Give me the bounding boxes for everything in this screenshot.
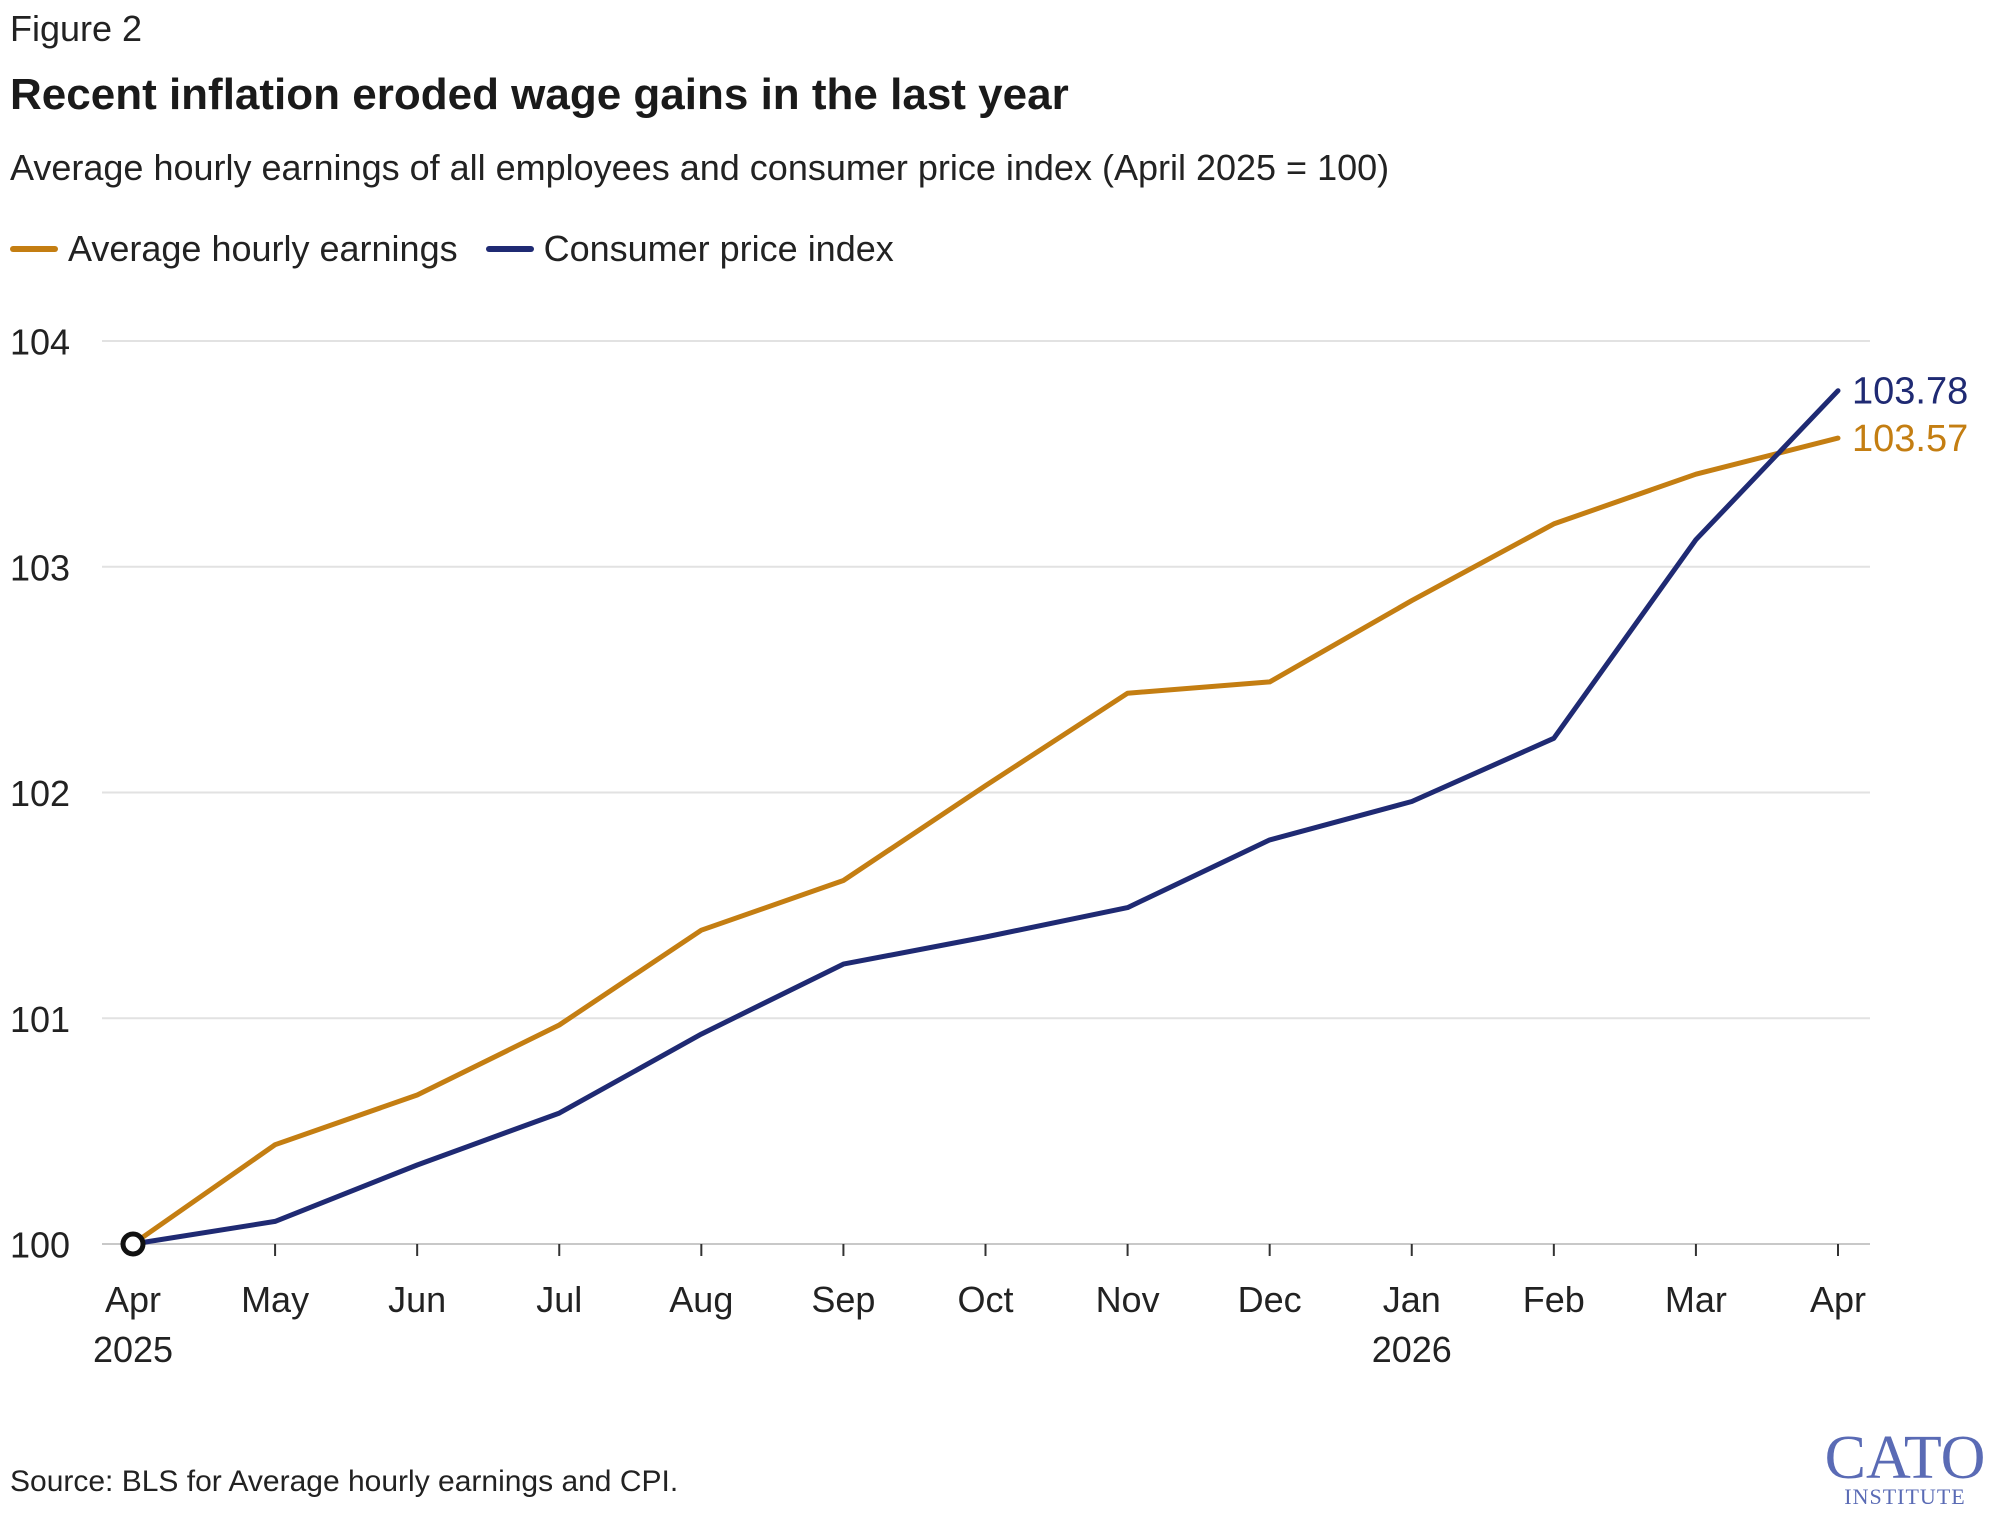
chart-title: Recent inflation eroded wage gains in th… [10,70,1069,119]
end-label-earnings: 103.57 [1852,418,1968,460]
x-tick-label: Dec [1238,1279,1302,1320]
logo-subtext: INSTITUTE [1844,1484,1965,1509]
x-tick-label: Apr [1810,1279,1866,1320]
figure-label: Figure 2 [10,8,143,49]
x-tick-label: Mar [1665,1279,1727,1320]
x-tick-label: Jan [1383,1279,1441,1320]
y-tick-label: 101 [10,999,70,1040]
y-tick-label: 102 [10,773,70,814]
y-tick-label: 100 [10,1225,70,1266]
y-tick-label: 103 [10,547,70,588]
x-tick-label: Jul [536,1279,582,1320]
legend-label-cpi: Consumer price index [543,228,894,269]
x-tick-label: Apr [105,1279,161,1320]
x-tick-label: Nov [1096,1279,1160,1320]
legend-item-earnings: Average hourly earnings [10,228,458,270]
x-tick-label: Jun [388,1279,446,1320]
legend-swatch-cpi [485,246,534,252]
x-tick-label: Aug [669,1279,733,1320]
x-tick-label: Oct [957,1279,1013,1320]
end-label-cpi: 103.78 [1852,371,1968,413]
series-line-cpi [130,388,1841,1247]
chart-subtitle: Average hourly earnings of all employees… [10,147,1390,188]
legend-swatch-earnings [10,246,58,252]
series-line-earnings [130,435,1841,1247]
x-tick-label: May [241,1279,309,1320]
x-year-label: 2025 [93,1329,173,1370]
x-tick-label: Sep [811,1279,875,1320]
start-point-marker [120,1231,146,1257]
x-tick-label: Feb [1523,1279,1585,1320]
source-note: Source: BLS for Average hourly earnings … [10,1465,679,1498]
logo-wordmark: CATO [1825,1424,1985,1492]
cato-institute-logo: CATO INSTITUTE [1825,1424,1985,1509]
y-tick-label: 104 [10,322,70,363]
x-year-label: 2026 [1372,1329,1452,1370]
chart-legend: Average hourly earnings Consumer price i… [10,228,922,270]
legend-label-earnings: Average hourly earnings [68,228,458,269]
legend-item-cpi: Consumer price index [485,228,894,270]
line-chart: 100 101 102 103 104 Apr May Jun Jul Aug Sep Oct Nov D… [10,322,1968,1370]
